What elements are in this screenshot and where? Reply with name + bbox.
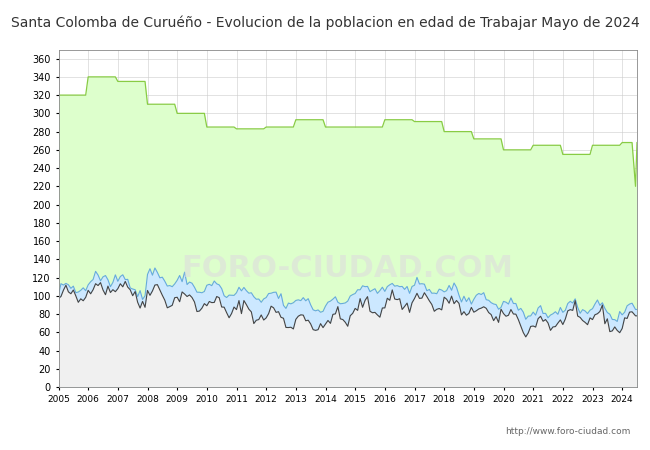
Text: Santa Colomba de Curuéño - Evolucion de la poblacion en edad de Trabajar Mayo de: Santa Colomba de Curuéño - Evolucion de … (10, 15, 640, 30)
Text: FORO-CIUDAD.COM: FORO-CIUDAD.COM (182, 254, 514, 284)
Text: http://www.foro-ciudad.com: http://www.foro-ciudad.com (505, 428, 630, 436)
